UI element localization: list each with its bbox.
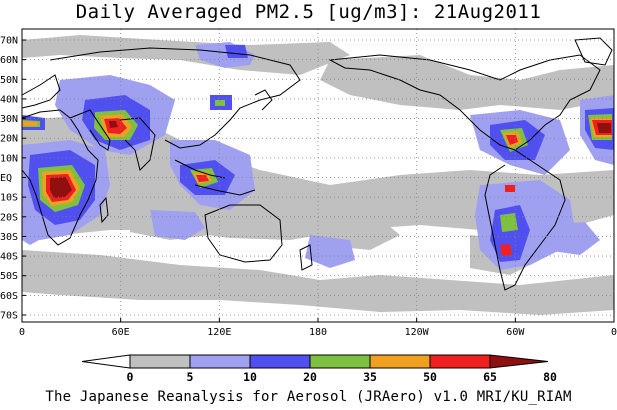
lon-tick-label: 0 bbox=[611, 327, 617, 338]
lat-tick-label: 30S bbox=[0, 232, 18, 243]
lat-tick-label: 20N bbox=[0, 134, 18, 145]
colorbar-segment bbox=[129, 354, 191, 369]
lat-tick-label: 40S bbox=[0, 252, 18, 263]
lon-tick-label: 120E bbox=[207, 327, 231, 338]
colorbar-label: 10 bbox=[243, 370, 257, 384]
lat-tick-label: 30N bbox=[0, 114, 18, 125]
colorbar-label: 5 bbox=[187, 370, 194, 384]
pm25-level-dark-red bbox=[50, 121, 611, 198]
lat-tick-label: 60N bbox=[0, 55, 18, 66]
colorbar-segment bbox=[309, 354, 371, 369]
colorbar-label: 65 bbox=[483, 370, 497, 384]
lon-tick-label: 0 bbox=[19, 327, 25, 338]
colorbar: 0 5 10 20 35 50 65 80 bbox=[81, 354, 557, 384]
colorbar-triangle-low bbox=[81, 354, 131, 369]
colorbar-segment bbox=[189, 354, 251, 369]
lon-tick-label: 180 bbox=[309, 327, 327, 338]
longitude-axis: 0 60E 120E 180 120W 60W 0 bbox=[19, 318, 617, 338]
latitude-axis: 70N 60N 50N 40N 30N 20N 10N EQ 10S 20S 30S 40S 50S 60… bbox=[0, 36, 26, 322]
lat-tick-label: 70S bbox=[0, 311, 18, 322]
lat-tick-label: 40N bbox=[0, 94, 18, 105]
colorbar-segment bbox=[429, 354, 491, 369]
lat-tick-label: 60S bbox=[0, 291, 18, 302]
lon-tick-label: 60E bbox=[112, 327, 130, 338]
colorbar-label: 0 bbox=[127, 370, 134, 384]
lon-tick-label: 120W bbox=[405, 327, 430, 338]
colorbar-segment bbox=[249, 354, 311, 369]
colorbar-label: 50 bbox=[423, 370, 437, 384]
colorbar-segment bbox=[369, 354, 431, 369]
lat-tick-label: 10S bbox=[0, 193, 18, 204]
graticule bbox=[22, 29, 614, 322]
colorbar-label: 35 bbox=[363, 370, 377, 384]
lat-tick-label: EQ bbox=[0, 173, 12, 184]
pm25-field bbox=[22, 35, 614, 315]
coastlines bbox=[21, 37, 613, 291]
colorbar-label: 80 bbox=[543, 370, 557, 384]
map-title: Daily Averaged PM2.5 [ug/m3]: 21Aug2011 bbox=[75, 1, 542, 23]
lat-tick-label: 10N bbox=[0, 153, 18, 164]
lat-tick-label: 20S bbox=[0, 212, 18, 223]
colorbar-triangle-high bbox=[489, 354, 549, 369]
footer-credit: The Japanese Reanalysis for Aerosol (JRA… bbox=[45, 389, 572, 405]
lon-tick-label: 60W bbox=[506, 327, 525, 338]
lat-tick-label: 50N bbox=[0, 75, 18, 86]
lat-tick-label: 70N bbox=[0, 36, 18, 47]
lat-tick-label: 50S bbox=[0, 271, 18, 282]
colorbar-label: 20 bbox=[303, 370, 317, 384]
